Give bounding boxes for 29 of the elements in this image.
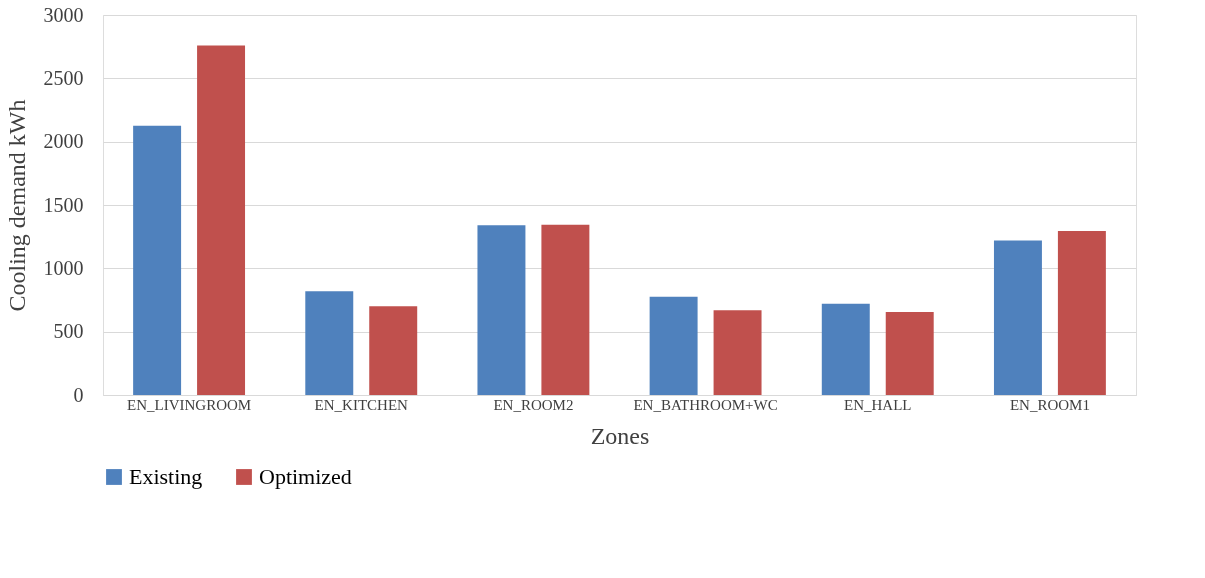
- legend-label: Existing: [129, 464, 203, 489]
- y-tick-label: 1500: [43, 193, 84, 216]
- bar: [477, 225, 526, 395]
- x-tick-label: EN_ROOM2: [493, 396, 574, 413]
- bar: [993, 240, 1042, 395]
- bar: [1057, 230, 1106, 395]
- bar: [821, 303, 870, 395]
- bar: [369, 306, 418, 395]
- x-tick-label: EN_LIVINGROOM: [127, 396, 252, 413]
- x-tick-label: EN_KITCHEN: [314, 396, 409, 413]
- bar: [305, 291, 354, 395]
- y-tick-label: 2000: [43, 130, 84, 153]
- bar: [133, 125, 182, 395]
- y-tick-label: 500: [53, 320, 84, 343]
- x-tick-label: EN_HALL: [844, 396, 912, 413]
- bar: [541, 224, 590, 395]
- legend-label: Optimized: [259, 464, 352, 489]
- x-tick-label: EN_ROOM1: [1009, 396, 1090, 413]
- bar: [713, 310, 762, 395]
- x-tick-label: EN_BATHROOM+WC: [633, 396, 778, 413]
- bar: [649, 296, 698, 395]
- x-axis-title: Zones: [590, 422, 650, 449]
- y-axis-title: Cooling demand kWh: [3, 99, 30, 312]
- bar: [197, 45, 246, 395]
- y-tick-label: 1000: [43, 256, 84, 279]
- bar: [885, 312, 934, 395]
- y-tick-label: 3000: [43, 3, 84, 26]
- y-tick-label: 2500: [43, 66, 84, 89]
- y-tick-label: 0: [73, 383, 84, 406]
